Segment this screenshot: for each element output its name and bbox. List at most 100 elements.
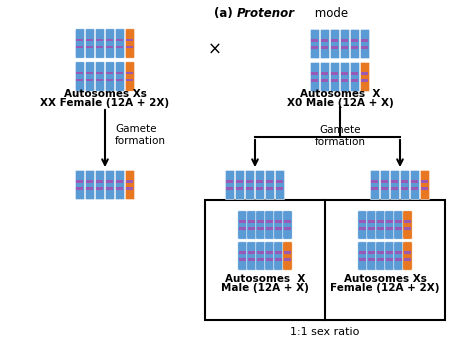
Text: mode: mode [311,7,348,20]
FancyBboxPatch shape [358,242,367,270]
FancyBboxPatch shape [385,242,394,270]
FancyBboxPatch shape [410,170,419,200]
Bar [107,180,113,183]
FancyBboxPatch shape [320,29,330,59]
Text: XX Female (12A + 2X): XX Female (12A + 2X) [40,98,170,108]
Bar [377,258,384,261]
FancyBboxPatch shape [376,211,385,239]
Bar [284,227,291,230]
Text: Autosomes Xs: Autosomes Xs [344,274,427,284]
Bar [321,46,328,49]
Bar [256,187,264,190]
FancyBboxPatch shape [367,211,376,239]
FancyBboxPatch shape [235,170,245,200]
Bar [362,72,368,75]
Bar [266,220,273,223]
Text: X0 Male (12A + X): X0 Male (12A + X) [287,98,393,108]
FancyBboxPatch shape [360,29,370,59]
FancyBboxPatch shape [401,170,410,200]
Bar [421,180,428,183]
FancyBboxPatch shape [75,29,85,58]
Bar [359,220,366,223]
Bar [127,180,134,183]
Bar [368,258,375,261]
Bar [359,227,366,230]
Bar [117,46,124,48]
Bar [86,39,93,41]
Bar [117,39,124,41]
Bar [421,187,428,190]
FancyBboxPatch shape [283,242,292,270]
Bar [266,227,273,230]
FancyBboxPatch shape [385,211,394,239]
Bar [248,227,255,230]
Bar [395,220,402,223]
Bar [395,258,402,261]
Text: ×: × [208,41,222,59]
Bar [227,180,234,183]
Text: 1:1 sex ratio: 1:1 sex ratio [290,327,360,337]
Bar [341,39,348,42]
Bar [352,46,358,49]
Bar [359,258,366,261]
Bar [97,46,103,48]
Bar [239,227,246,230]
Bar [76,79,83,81]
FancyBboxPatch shape [320,62,330,92]
FancyBboxPatch shape [310,62,319,92]
FancyBboxPatch shape [403,211,412,239]
FancyBboxPatch shape [330,62,340,92]
FancyBboxPatch shape [115,62,125,91]
Bar [117,180,124,183]
FancyBboxPatch shape [85,170,95,200]
Bar [321,79,328,82]
Bar [331,46,338,49]
FancyBboxPatch shape [115,29,125,58]
FancyBboxPatch shape [370,170,380,200]
Bar [392,180,399,183]
Text: Protenor: Protenor [237,7,295,20]
Text: Gamete
formation: Gamete formation [315,125,365,147]
Bar [127,39,134,41]
FancyBboxPatch shape [105,62,115,91]
FancyBboxPatch shape [265,242,274,270]
Bar [248,251,255,254]
FancyBboxPatch shape [238,242,247,270]
Bar [362,39,368,42]
Bar [382,187,389,190]
Bar [276,180,283,183]
Text: Autosomes  X: Autosomes X [225,274,305,284]
FancyBboxPatch shape [247,242,256,270]
FancyBboxPatch shape [376,242,385,270]
Bar [127,72,134,74]
Bar [362,79,368,82]
Bar [386,251,393,254]
Bar [368,251,375,254]
Bar [107,46,113,48]
Bar [266,187,273,190]
FancyBboxPatch shape [340,62,350,92]
Bar [377,220,384,223]
Bar [284,220,291,223]
Bar [76,46,83,48]
Bar [352,39,358,42]
Bar [395,227,402,230]
Text: Female (12A + 2X): Female (12A + 2X) [330,283,440,293]
Bar [411,180,419,183]
FancyBboxPatch shape [75,62,85,91]
Bar [266,251,273,254]
FancyBboxPatch shape [256,242,265,270]
FancyBboxPatch shape [225,170,235,200]
FancyBboxPatch shape [330,29,340,59]
FancyBboxPatch shape [85,62,95,91]
Bar [275,251,282,254]
FancyBboxPatch shape [394,211,403,239]
Text: Gamete
formation: Gamete formation [115,124,166,146]
Bar [107,79,113,81]
Bar [257,258,264,261]
Bar [275,220,282,223]
Bar [127,79,134,81]
FancyBboxPatch shape [358,211,367,239]
Bar [239,258,246,261]
Bar [246,180,254,183]
